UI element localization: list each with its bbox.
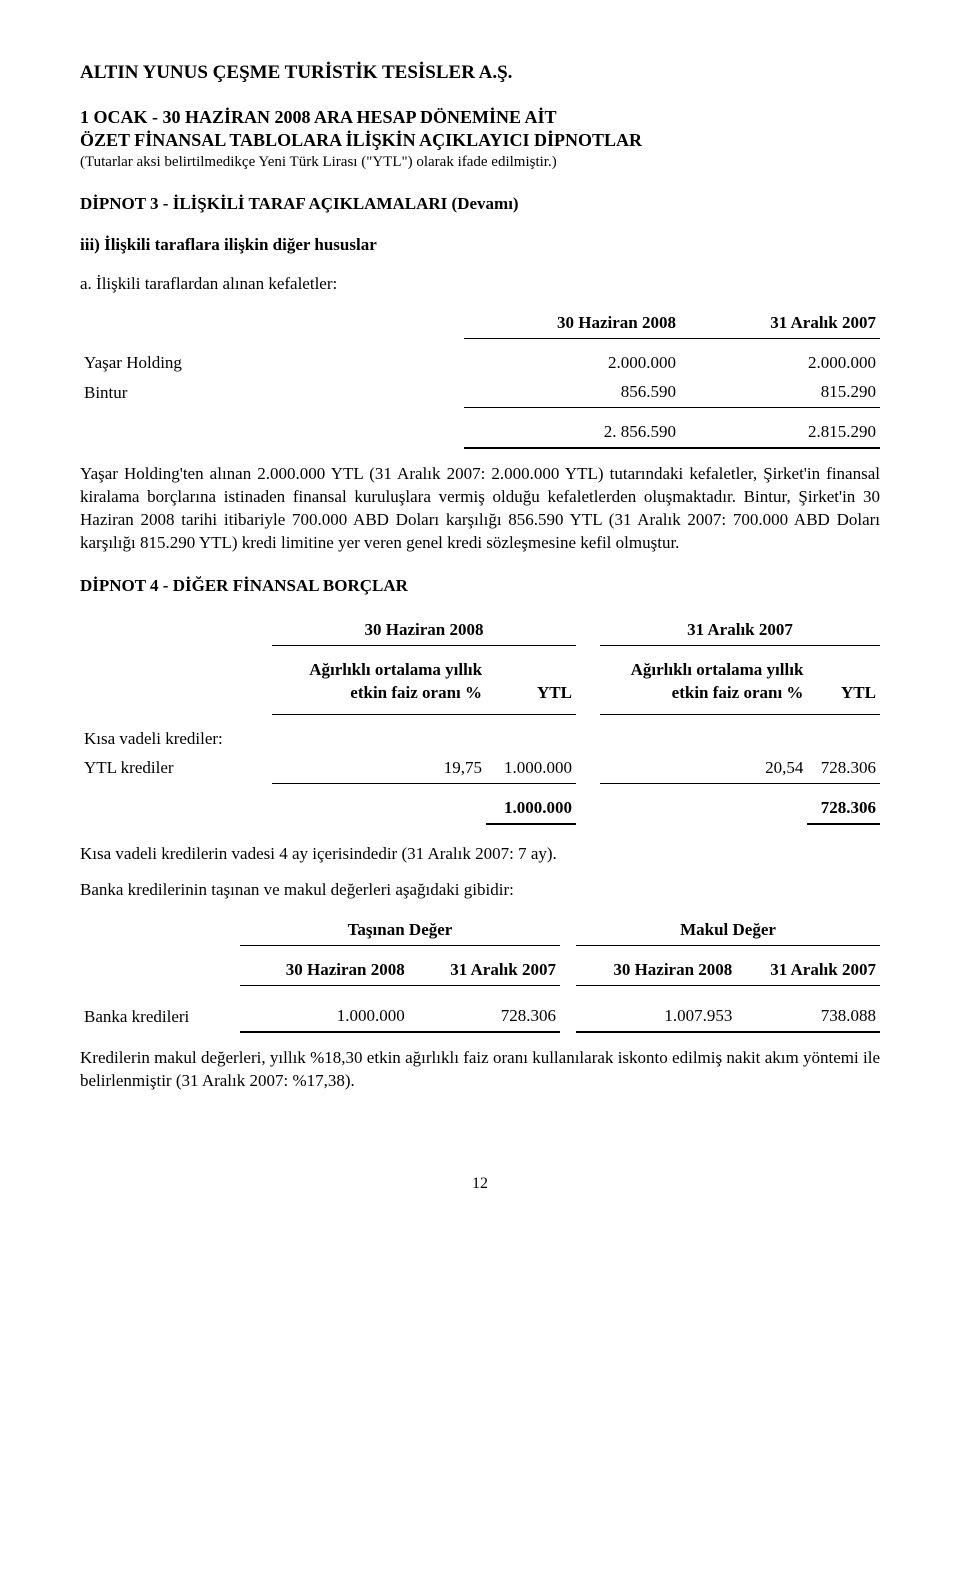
table-header-row: 30 Haziran 2008 31 Aralık 2007 (80, 309, 880, 338)
page-number: 12 (80, 1173, 880, 1195)
row-rate: 19,75 (272, 754, 486, 783)
table-row: Banka kredileri 1.000.000 728.306 1.007.… (80, 1002, 880, 1032)
total-value: 1.000.000 (486, 794, 576, 824)
col-header: 30 Haziran 2008 (464, 309, 680, 338)
value-group-header-row: Taşınan Değer Makul Değer (80, 916, 880, 945)
period-header-row: 30 Haziran 2008 31 Aralık 2007 (80, 616, 880, 645)
value-col-header-row: 30 Haziran 2008 31 Aralık 2007 30 Hazira… (80, 956, 880, 985)
company-name: ALTIN YUNUS ÇEŞME TURİSTİK TESİSLER A.Ş. (80, 60, 880, 86)
rate-header-row: Ağırlıklı ortalama yıllık etkin faiz ora… (80, 656, 880, 708)
group-header: Makul Değer (576, 916, 880, 945)
dipnot4-title: DİPNOT 4 - DİĞER FİNANSAL BORÇLAR (80, 575, 880, 598)
row-label: Yaşar Holding (80, 349, 464, 378)
row-value: 1.007.953 (576, 1002, 736, 1032)
dipnot3-sub2: a. İlişkili taraflardan alınan kefaletle… (80, 273, 880, 296)
report-title-line1: 1 OCAK - 30 HAZİRAN 2008 ARA HESAP DÖNEM… (80, 106, 880, 129)
row-value: 856.590 (464, 378, 680, 407)
period-header: 31 Aralık 2007 (600, 616, 880, 645)
dipnot4-footnote: Kredilerin makul değerleri, yıllık %18,3… (80, 1047, 880, 1093)
row-label: YTL krediler (80, 754, 272, 783)
col-header: 31 Aralık 2007 (736, 956, 880, 985)
group-header: Taşınan Değer (240, 916, 560, 945)
table-total-row: 2. 856.590 2.815.290 (80, 418, 880, 448)
kefalet-table: 30 Haziran 2008 31 Aralık 2007 Yaşar Hol… (80, 309, 880, 449)
row-value: 1.000.000 (486, 754, 576, 783)
total-value: 728.306 (807, 794, 880, 824)
ytl-header: YTL (807, 656, 880, 708)
row-rate: 20,54 (600, 754, 807, 783)
row-value: 728.306 (409, 1002, 560, 1032)
period-header: 30 Haziran 2008 (272, 616, 576, 645)
col-header: 30 Haziran 2008 (240, 956, 409, 985)
table-row: Yaşar Holding 2.000.000 2.000.000 (80, 349, 880, 378)
row-value: 728.306 (807, 754, 880, 783)
dipnot4-note2: Banka kredilerinin taşınan ve makul değe… (80, 879, 880, 902)
row-value: 738.088 (736, 1002, 880, 1032)
rate-header: Ağırlıklı ortalama yıllık etkin faiz ora… (600, 656, 807, 708)
report-subtitle: (Tutarlar aksi belirtilmedikçe Yeni Türk… (80, 152, 880, 172)
row-value: 815.290 (680, 378, 880, 407)
rate-header: Ağırlıklı ortalama yıllık etkin faiz ora… (272, 656, 486, 708)
table-row: Bintur 856.590 815.290 (80, 378, 880, 407)
col-header: 31 Aralık 2007 (409, 956, 560, 985)
borc-table: 30 Haziran 2008 31 Aralık 2007 Ağırlıklı… (80, 616, 880, 825)
dipnot3-title: DİPNOT 3 - İLİŞKİLİ TARAF AÇIKLAMALARI (… (80, 193, 880, 216)
col-header: 30 Haziran 2008 (576, 956, 736, 985)
section-label: Kısa vadeli krediler: (80, 725, 880, 754)
row-label: Bintur (80, 378, 464, 407)
table-row: YTL krediler 19,75 1.000.000 20,54 728.3… (80, 754, 880, 783)
row-value: 2.000.000 (680, 349, 880, 378)
total-value: 2.815.290 (680, 418, 880, 448)
row-value: 2.000.000 (464, 349, 680, 378)
value-table: Taşınan Değer Makul Değer 30 Haziran 200… (80, 916, 880, 1033)
table-total-row: 1.000.000 728.306 (80, 794, 880, 824)
row-value: 1.000.000 (240, 1002, 409, 1032)
ytl-header: YTL (486, 656, 576, 708)
dipnot4-note1: Kısa vadeli kredilerin vadesi 4 ay içeri… (80, 843, 880, 866)
col-header: 31 Aralık 2007 (680, 309, 880, 338)
report-title-line2: ÖZET FİNANSAL TABLOLARA İLİŞKİN AÇIKLAYI… (80, 129, 880, 152)
total-value: 2. 856.590 (464, 418, 680, 448)
row-label: Banka kredileri (80, 1002, 240, 1032)
dipnot3-paragraph: Yaşar Holding'ten alınan 2.000.000 YTL (… (80, 463, 880, 555)
dipnot3-sub1: iii) İlişkili taraflara ilişkin diğer hu… (80, 234, 880, 257)
section-label-row: Kısa vadeli krediler: (80, 725, 880, 754)
